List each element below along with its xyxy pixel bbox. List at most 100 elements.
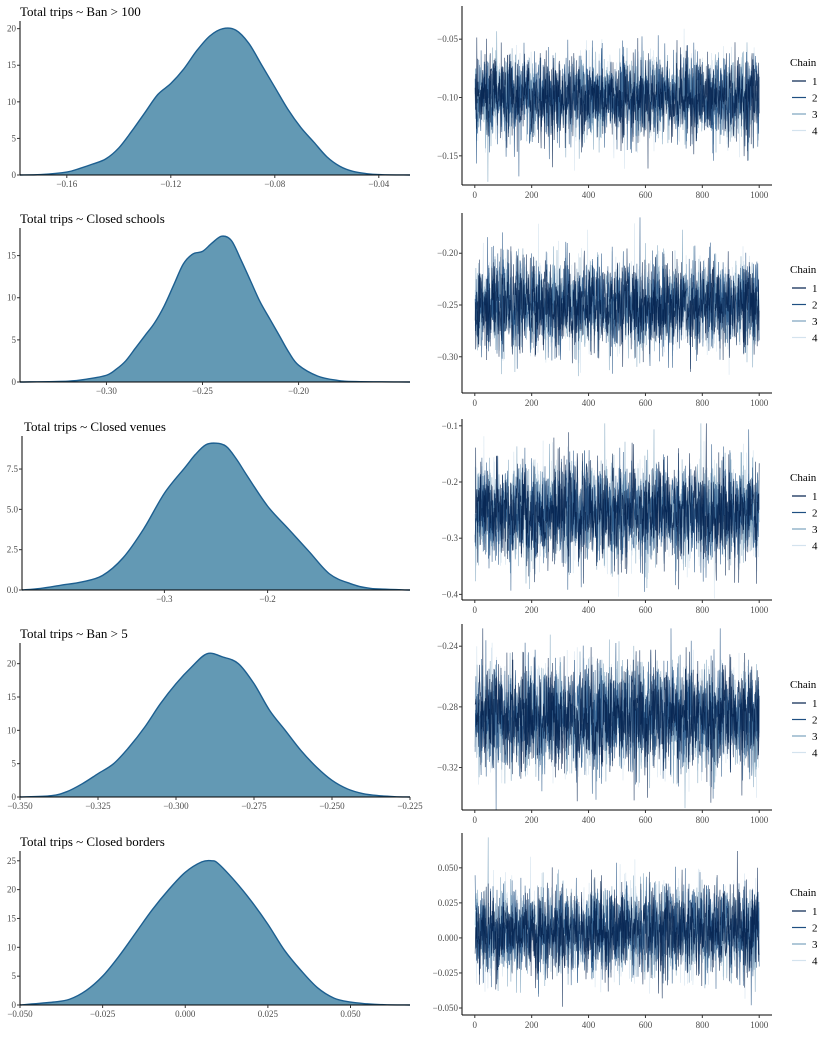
y-tick-label: 20	[7, 659, 17, 669]
density-title: Total trips ~ Closed venues	[24, 419, 166, 434]
density-area	[22, 443, 410, 590]
legend-title: Chain	[790, 472, 817, 484]
y-tick-label: 10	[7, 725, 17, 735]
x-tick-label: 200	[525, 398, 539, 408]
density-area	[20, 28, 410, 175]
x-tick-label: −0.12	[160, 179, 181, 189]
chain-1-trace	[474, 246, 760, 372]
x-tick-label: 800	[696, 1020, 710, 1030]
legend-label-3: 3	[812, 316, 818, 328]
y-tick-label: −0.1	[442, 421, 458, 431]
y-tick-label: 5	[12, 759, 17, 769]
x-tick-label: −0.16	[56, 179, 77, 189]
y-tick-label: 20	[7, 885, 17, 895]
x-tick-label: 1000	[750, 1020, 769, 1030]
y-tick-label: 10	[7, 97, 17, 107]
density-title: Total trips ~ Ban > 5	[20, 626, 128, 641]
x-tick-label: −0.025	[90, 1009, 116, 1019]
density-panel-5: Total trips ~ Closed borders 0 5 10 15 20 25 −0…	[7, 834, 411, 1019]
density-curve	[19, 27, 411, 176]
legend-label-1: 1	[812, 491, 818, 503]
y-tick-label: 25	[7, 856, 17, 866]
density-area	[20, 653, 410, 797]
x-tick-label: 400	[582, 815, 596, 825]
trace-panel-4: −0.32 −0.28 −0.24 0 200 400 600 800 1000	[437, 624, 772, 825]
x-tick-label: 0.050	[340, 1009, 361, 1019]
x-tick-label: 400	[582, 398, 596, 408]
x-tick-label: 1000	[750, 190, 769, 200]
y-tick-label: 0	[12, 170, 17, 180]
density-curve	[19, 859, 411, 1006]
chain-1-trace	[474, 628, 760, 803]
x-tick-label: 400	[582, 1020, 596, 1030]
x-tick-label: 800	[696, 398, 710, 408]
y-tick-label: −0.05	[437, 34, 458, 44]
y-tick-label: −0.025	[433, 968, 459, 978]
x-tick-label: 800	[696, 605, 710, 615]
y-tick-label: 5	[12, 335, 17, 345]
density-panel-4: Total trips ~ Ban > 5 0 5 10 15 20 −0.350 −0.32…	[7, 626, 423, 811]
y-tick-label: 0.025	[438, 898, 459, 908]
density-curve	[19, 652, 411, 798]
density-title: Total trips ~ Closed borders	[20, 834, 165, 849]
y-tick-label: 20	[7, 24, 17, 34]
legend-label-1: 1	[812, 698, 818, 710]
legend-label-4: 4	[812, 541, 818, 553]
x-tick-label: −0.300	[163, 801, 189, 811]
chain-legend: Chain 1 2 3 4	[790, 887, 818, 968]
x-tick-label: −0.350	[7, 801, 33, 811]
density-panel-2: Total trips ~ Closed schools 0 5 10 15 −0.30 −…	[7, 211, 411, 396]
x-tick-label: −0.25	[192, 386, 213, 396]
density-panel-1: Total trips ~ Ban > 100 0 5 10 15 20 −0.16 −0.1…	[7, 4, 411, 189]
trace-panel-5: −0.050 −0.025 0.000 0.025 0.050 0 200 400 600 800…	[433, 833, 772, 1030]
x-tick-label: 600	[639, 190, 653, 200]
legend-label-2: 2	[812, 923, 818, 935]
x-tick-label: −0.20	[288, 386, 309, 396]
legend-label-4: 4	[812, 126, 818, 138]
chain-1-trace	[474, 37, 760, 169]
chain-legend: Chain 1 2 3 4	[790, 57, 818, 138]
legend-label-3: 3	[812, 109, 818, 121]
legend-label-1: 1	[812, 283, 818, 295]
chain-legend: Chain 1 2 3 4	[790, 472, 818, 553]
y-tick-label: 15	[7, 251, 17, 261]
y-tick-label: −0.24	[437, 641, 458, 651]
y-tick-label: 5	[12, 971, 17, 981]
trace-panel-1: −0.15 −0.10 −0.05 0 200 400 600 800 1000	[437, 6, 772, 200]
y-tick-label: 15	[7, 60, 17, 70]
legend-label-3: 3	[812, 939, 818, 951]
y-tick-label: 0.000	[438, 933, 459, 943]
y-tick-label: 0.0	[7, 585, 19, 595]
legend-label-3: 3	[812, 524, 818, 536]
y-tick-label: 0.050	[438, 863, 459, 873]
density-title: Total trips ~ Ban > 100	[20, 4, 141, 19]
legend-label-4: 4	[812, 333, 818, 345]
y-tick-label: 0	[12, 1000, 17, 1010]
density-title: Total trips ~ Closed schools	[20, 211, 165, 226]
y-tick-label: 10	[7, 942, 17, 952]
y-tick-label: −0.32	[437, 763, 458, 773]
y-tick-label: −0.25	[437, 300, 458, 310]
legend-label-2: 2	[812, 508, 818, 520]
y-tick-label: −0.2	[442, 477, 458, 487]
legend-label-1: 1	[812, 906, 818, 918]
density-area	[20, 236, 410, 382]
chain-legend: Chain 1 2 3 4	[790, 264, 818, 345]
y-tick-label: 0	[12, 377, 17, 387]
density-curve	[21, 442, 411, 591]
x-tick-label: 200	[525, 1020, 539, 1030]
x-tick-label: 400	[582, 190, 596, 200]
y-tick-label: 0	[12, 792, 17, 802]
density-curve	[19, 235, 411, 383]
legend-label-2: 2	[812, 300, 818, 312]
x-tick-label: 600	[639, 815, 653, 825]
y-tick-label: 10	[7, 293, 17, 303]
x-tick-label: 200	[525, 815, 539, 825]
y-tick-label: 5.0	[7, 504, 19, 514]
y-tick-label: 15	[7, 913, 17, 923]
x-tick-label: −0.275	[241, 801, 267, 811]
x-tick-label: −0.250	[319, 801, 345, 811]
chain-1-trace	[474, 423, 760, 590]
x-tick-label: 200	[525, 605, 539, 615]
